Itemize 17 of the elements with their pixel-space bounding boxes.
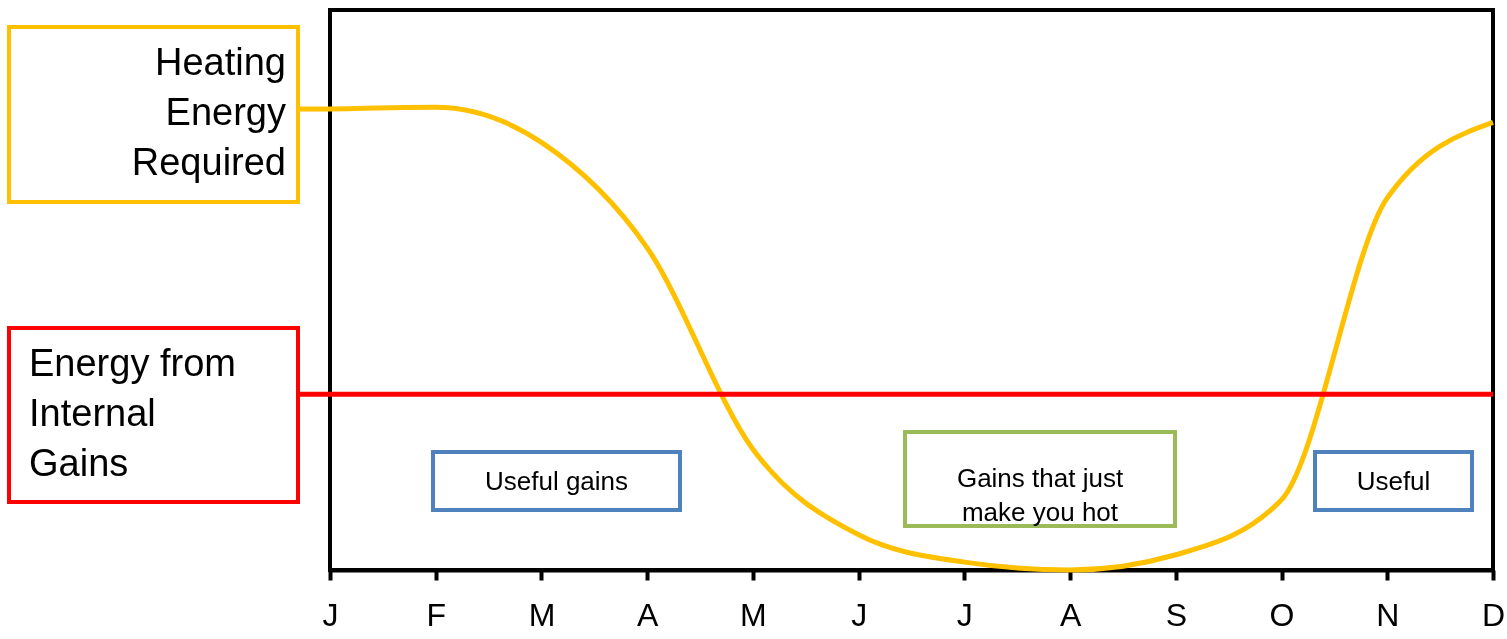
ref-line-label: Energy from Internal Gains [29, 342, 236, 484]
x-tick-label: J [322, 596, 339, 633]
annotation: Useful [1356, 466, 1431, 496]
x-tick-label: F [426, 596, 446, 633]
legend-label: Heating Energy Required [131, 41, 286, 183]
x-tick-label: O [1269, 596, 1295, 633]
x-tick-label: D [1481, 596, 1506, 633]
x-tick-label: M [528, 596, 556, 633]
x-tick-label: M [740, 596, 767, 633]
x-tick-label: A [1059, 596, 1082, 633]
annotation: Useful gains [484, 466, 629, 496]
x-tick-label: J [956, 596, 973, 633]
x-tick-label: J [851, 596, 868, 633]
x-tick-label: A [637, 596, 660, 633]
annotation: Gains that just make you hot [956, 463, 1124, 527]
x-tick-label: S [1165, 596, 1187, 633]
x-tick-label: N [1376, 596, 1400, 633]
